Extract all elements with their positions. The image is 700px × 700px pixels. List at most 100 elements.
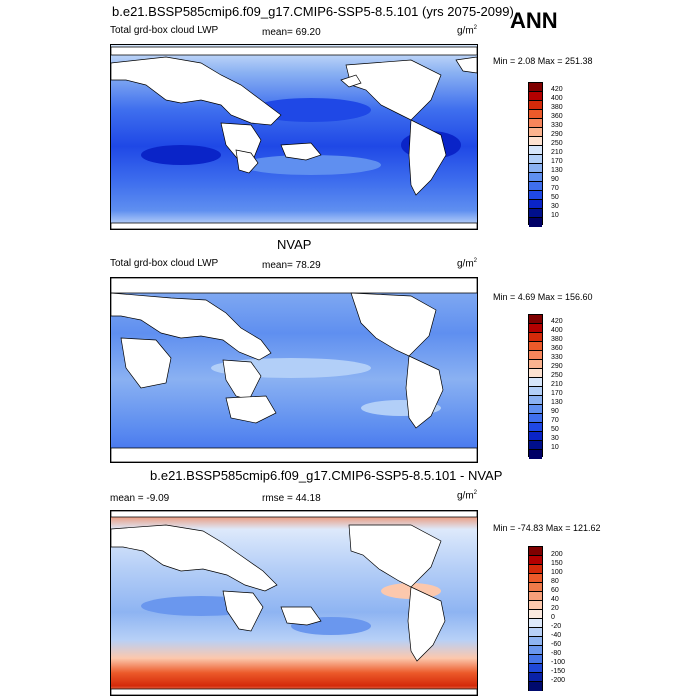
colorbar-tick-label: 290 (551, 363, 563, 370)
colorbar-tick-label: 30 (551, 203, 559, 210)
colorbar-swatch (529, 333, 542, 342)
colorbar-tick-label: 400 (551, 327, 563, 334)
colorbar-swatch (529, 164, 542, 173)
panel-obs-units: g/m2 (457, 258, 478, 270)
colorbar-swatch (529, 209, 542, 218)
panel-diff-title: b.e21.BSSP585cmip6.f09_g17.CMIP6-SSP5-8.… (150, 468, 503, 483)
colorbar-swatch (529, 182, 542, 191)
colorbar-tick-label: 10 (551, 444, 559, 451)
colorbar-swatch (529, 565, 542, 574)
colorbar-tick-label: 130 (551, 167, 563, 174)
colorbar-tick-label: 200 (551, 551, 563, 558)
colorbar-tick-label: -150 (551, 668, 566, 675)
colorbar-swatch (529, 396, 542, 405)
colorbar-tick-label: 90 (551, 408, 559, 415)
colorbar-tick-label: 330 (551, 354, 563, 361)
colorbar-swatch (529, 405, 542, 414)
colorbar-tick-label: 30 (551, 435, 559, 442)
panel-obs-left-label: Total grd-box cloud LWP (110, 258, 219, 269)
colorbar-tick-label: -60 (551, 641, 562, 648)
main-title: b.e21.BSSP585cmip6.f09_g17.CMIP6-SSP5-8.… (112, 4, 514, 19)
panel-model-minmax: Min = 2.08 Max = 251.38 (493, 56, 593, 66)
panel-obs-colorbar (528, 314, 543, 459)
season-label: ANN (510, 8, 558, 33)
colorbar-tick-label: 50 (551, 426, 559, 433)
colorbar-swatch (529, 378, 542, 387)
colorbar-swatch (529, 173, 542, 182)
colorbar-swatch (529, 92, 542, 101)
colorbar-swatch (529, 432, 542, 441)
colorbar-tick-label: -20 (551, 623, 562, 630)
panel-obs-mean-label: mean= 78.29 (262, 260, 321, 271)
panel-obs-map (110, 277, 478, 463)
colorbar-swatch (529, 423, 542, 432)
colorbar-tick-label: 0 (551, 614, 555, 621)
colorbar-swatch (529, 101, 542, 110)
colorbar-tick-label: 80 (551, 578, 559, 585)
colorbar-tick-label: 90 (551, 176, 559, 183)
panel-model-left-label: Total grd-box cloud LWP (110, 25, 219, 36)
panel-diff-mean-label: mean = -9.09 (110, 493, 170, 504)
colorbar-swatch (529, 369, 542, 378)
colorbar-swatch (529, 360, 542, 369)
colorbar-tick-label: 100 (551, 569, 563, 576)
colorbar-swatch (529, 351, 542, 360)
colorbar-swatch (529, 673, 542, 682)
colorbar-swatch (529, 342, 542, 351)
colorbar-swatch (529, 146, 542, 155)
colorbar-tick-label: -100 (551, 659, 566, 666)
colorbar-swatch (529, 83, 542, 92)
colorbar-tick-label: 330 (551, 122, 563, 129)
panel-obs-title: NVAP (277, 237, 312, 252)
colorbar-tick-label: 360 (551, 345, 563, 352)
colorbar-tick-label: -80 (551, 650, 562, 657)
colorbar-tick-label: 70 (551, 185, 559, 192)
colorbar-swatch (529, 191, 542, 200)
colorbar-swatch (529, 137, 542, 146)
colorbar-swatch (529, 619, 542, 628)
panel-model-colorbar (528, 82, 543, 227)
colorbar-swatch (529, 574, 542, 583)
colorbar-swatch (529, 592, 542, 601)
colorbar-tick-label: 130 (551, 399, 563, 406)
colorbar-swatch (529, 218, 542, 227)
colorbar-tick-label: 20 (551, 605, 559, 612)
colorbar-swatch (529, 315, 542, 324)
colorbar-tick-label: 290 (551, 131, 563, 138)
colorbar-swatch (529, 441, 542, 450)
colorbar-tick-label: 10 (551, 212, 559, 219)
colorbar-tick-label: 360 (551, 113, 563, 120)
colorbar-swatch (529, 324, 542, 333)
colorbar-swatch (529, 128, 542, 137)
colorbar-tick-label: 400 (551, 95, 563, 102)
colorbar-swatch (529, 637, 542, 646)
panel-obs-minmax: Min = 4.69 Max = 156.60 (493, 292, 593, 302)
colorbar-swatch (529, 414, 542, 423)
panel-model-mean-label: mean= 69.20 (262, 27, 321, 38)
colorbar-tick-label: -200 (551, 677, 566, 684)
colorbar-swatch (529, 450, 542, 459)
colorbar-swatch (529, 556, 542, 565)
colorbar-swatch (529, 155, 542, 164)
colorbar-swatch (529, 646, 542, 655)
colorbar-swatch (529, 583, 542, 592)
colorbar-swatch (529, 610, 542, 619)
colorbar-swatch (529, 664, 542, 673)
colorbar-tick-label: 40 (551, 596, 559, 603)
colorbar-swatch (529, 119, 542, 128)
colorbar-swatch (529, 601, 542, 610)
colorbar-swatch (529, 682, 542, 691)
panel-diff-map (110, 510, 478, 696)
colorbar-swatch (529, 387, 542, 396)
colorbar-tick-label: -40 (551, 632, 562, 639)
colorbar-tick-label: 170 (551, 390, 563, 397)
colorbar-tick-label: 50 (551, 194, 559, 201)
colorbar-tick-label: 380 (551, 104, 563, 111)
colorbar-tick-label: 210 (551, 381, 563, 388)
panel-diff-colorbar (528, 546, 543, 691)
colorbar-tick-label: 210 (551, 149, 563, 156)
colorbar-tick-label: 150 (551, 560, 563, 567)
colorbar-tick-label: 70 (551, 417, 559, 424)
colorbar-tick-label: 60 (551, 587, 559, 594)
colorbar-tick-label: 380 (551, 336, 563, 343)
